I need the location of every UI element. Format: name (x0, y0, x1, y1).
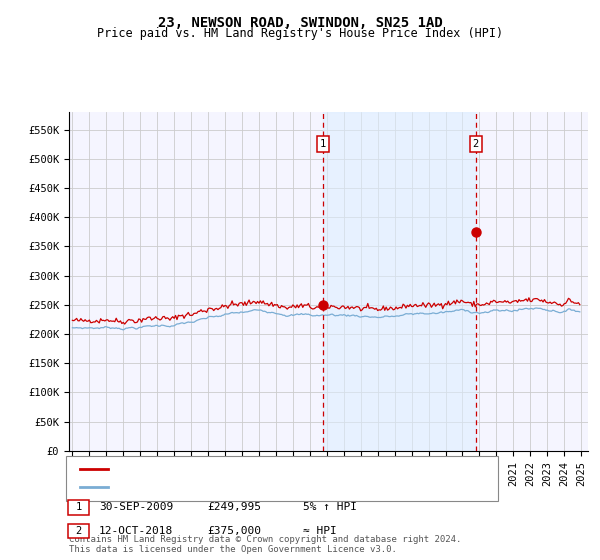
Text: 23, NEWSON ROAD, SWINDON, SN25 1AD (detached house): 23, NEWSON ROAD, SWINDON, SN25 1AD (deta… (114, 464, 458, 474)
Text: HPI: Average price, detached house, Swindon: HPI: Average price, detached house, Swin… (114, 482, 404, 492)
Text: Contains HM Land Registry data © Crown copyright and database right 2024.
This d: Contains HM Land Registry data © Crown c… (69, 535, 461, 554)
Text: 2: 2 (76, 526, 82, 536)
Text: 23, NEWSON ROAD, SWINDON, SN25 1AD: 23, NEWSON ROAD, SWINDON, SN25 1AD (158, 16, 442, 30)
Text: 1: 1 (319, 139, 326, 149)
Text: 30-SEP-2009: 30-SEP-2009 (99, 502, 173, 512)
Text: 12-OCT-2018: 12-OCT-2018 (99, 526, 173, 536)
Text: 1: 1 (76, 502, 82, 512)
Bar (323, 112, 476, 451)
Text: 5% ↑ HPI: 5% ↑ HPI (303, 502, 357, 512)
Text: £375,000: £375,000 (207, 526, 261, 536)
Text: 2: 2 (473, 139, 479, 149)
Text: £249,995: £249,995 (207, 502, 261, 512)
Text: ≈ HPI: ≈ HPI (303, 526, 337, 536)
Text: Price paid vs. HM Land Registry's House Price Index (HPI): Price paid vs. HM Land Registry's House … (97, 27, 503, 40)
